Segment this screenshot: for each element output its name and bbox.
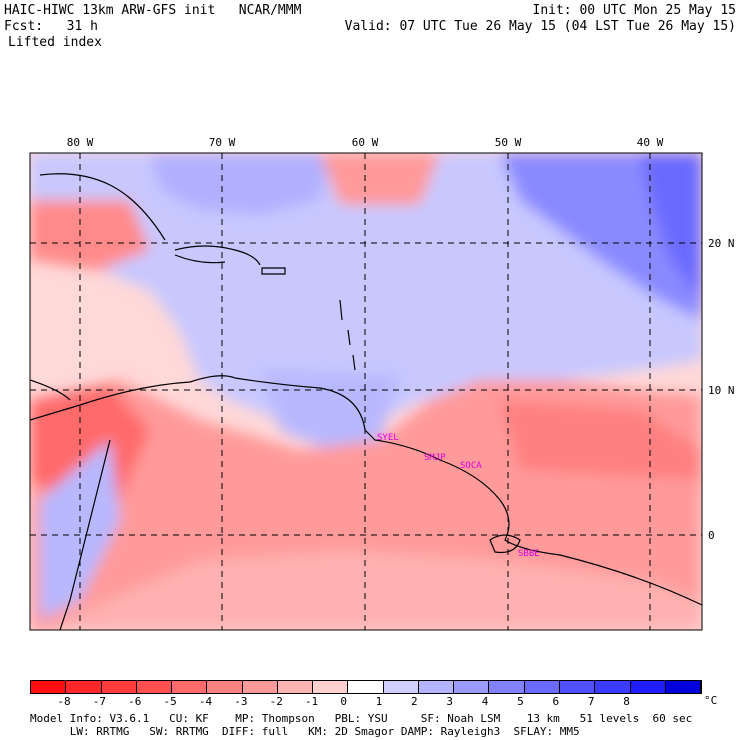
colorbar-cell	[277, 681, 314, 693]
lon-label: 40 W	[637, 136, 664, 149]
coast-south-america	[30, 375, 702, 606]
colorbar-cell	[630, 681, 666, 693]
colorbar-cell	[66, 681, 102, 693]
colorbar-tick-label: 2	[411, 695, 418, 708]
station-labels: SYEL SMJP SOCA SBBE	[377, 433, 540, 559]
shaded-field	[30, 153, 702, 630]
coast-antilles	[339, 299, 356, 371]
colorbar-cell	[595, 681, 631, 693]
coast-amazon-delta	[489, 534, 521, 554]
colorbar-cell	[383, 681, 419, 693]
colorbar-tick-label: 8	[623, 695, 630, 708]
colorbar-cell	[207, 681, 243, 693]
colorbar-tick-label: 3	[446, 695, 454, 708]
colorbar-cell	[524, 681, 560, 693]
colorbar-tick-label: -7	[92, 695, 106, 708]
lat-labels: 20 N 10 N 0	[708, 237, 735, 542]
colorbar-tick-label: -8	[57, 695, 71, 708]
colorbar-unit: °C	[704, 694, 718, 707]
grid	[30, 153, 702, 630]
colorbar-tick-label: -5	[163, 695, 177, 708]
lon-label: 70 W	[209, 136, 236, 149]
colorbar-cell	[242, 681, 278, 693]
colorbar	[30, 680, 702, 694]
model-title: HAIC-HIWC 13km ARW-GFS init NCAR/MMM	[4, 3, 302, 18]
colorbar-tick-label: -6	[128, 695, 142, 708]
model-info-line2: LW: RRTMG SW: RRTMG DIFF: full KM: 2D Sm…	[30, 725, 580, 738]
colorbar-tick-label: 7	[587, 695, 595, 708]
colorbar-tick-label: 6	[552, 695, 560, 708]
colorbar-cell	[418, 681, 455, 693]
colorbar-cell	[313, 681, 349, 693]
lon-label: 50 W	[495, 136, 522, 149]
map-frame	[29, 152, 703, 631]
coast-pacific	[59, 439, 111, 630]
station-label: SMJP	[424, 453, 446, 463]
colorbar-tick-label: -3	[234, 695, 248, 708]
coast-hispaniola-s	[174, 254, 226, 264]
colorbar-cell	[101, 681, 137, 693]
colorbar-tick-label: -4	[198, 695, 213, 708]
colorbar-cell	[31, 681, 67, 693]
lon-label: 80 W	[67, 136, 94, 149]
lon-label: 60 W	[352, 136, 379, 149]
lon-labels: 80 W 70 W 60 W 50 W 40 W	[67, 136, 664, 149]
colorbar-cell	[489, 681, 525, 693]
colorbar-tick-label: -2	[269, 695, 283, 708]
station-label: SOCA	[460, 461, 482, 471]
lat-label: 10 N	[708, 384, 735, 397]
colorbar-ticks: -8 -7 -6 -5 -4 -3 -2 -1 0 1 2 3 4 5 6 7 8	[30, 695, 702, 709]
station-label: SBBE	[518, 549, 540, 559]
coast-puerto-rico	[261, 267, 286, 275]
lat-label: 0	[708, 529, 715, 542]
lat-label: 20 N	[708, 237, 735, 250]
forecast-hour: Fcst: 31 h	[4, 19, 98, 34]
colorbar-cell	[665, 681, 702, 693]
init-time: Init: 00 UTC Mon 25 May 15	[532, 3, 737, 18]
colorbar-tick-label: 1	[375, 695, 383, 708]
valid-time: Valid: 07 UTC Tue 26 May 15 (04 LST Tue …	[344, 19, 736, 34]
colorbar-cell	[348, 681, 384, 693]
colorbar-cell	[559, 681, 596, 693]
coast-cuba	[39, 173, 166, 241]
model-info-line1: Model Info: V3.6.1 CU: KF MP: Thompson P…	[30, 712, 693, 725]
coast-hispaniola	[174, 245, 261, 266]
colorbar-tick-label: 0	[340, 695, 347, 708]
colorbar-cell	[454, 681, 490, 693]
station-label: SYEL	[377, 433, 399, 443]
colorbar-tick-label: -1	[304, 695, 319, 708]
field-name: Lifted index	[8, 35, 102, 50]
colorbar-tick-label: 5	[517, 695, 524, 708]
colorbar-cell	[136, 681, 173, 693]
colorbar-tick-label: 4	[481, 695, 489, 708]
colorbar-cell	[172, 681, 208, 693]
